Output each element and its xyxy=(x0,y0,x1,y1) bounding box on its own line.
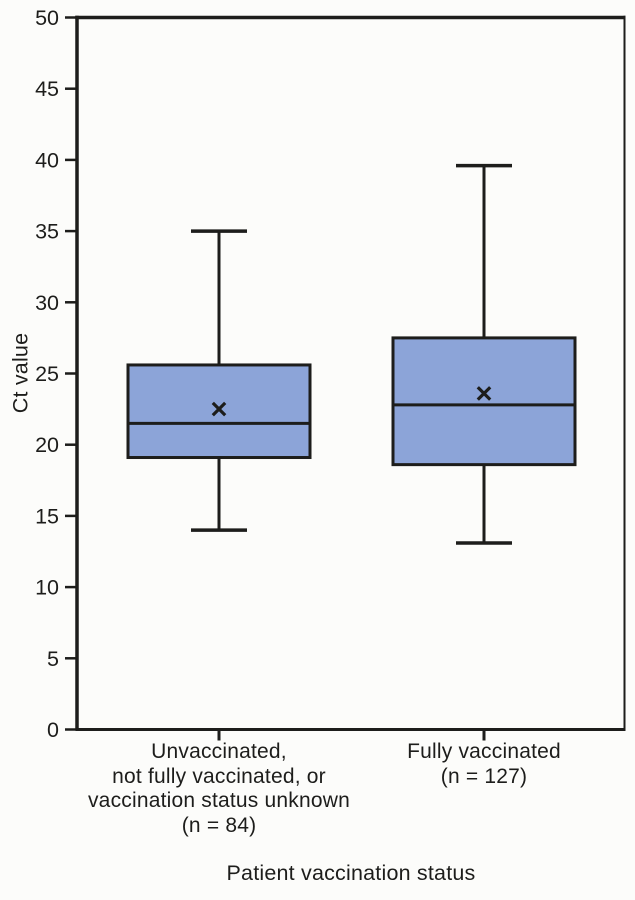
x-category-label: Fully vaccinated (n = 127) xyxy=(407,740,561,789)
y-tick-label: 20 xyxy=(35,433,59,457)
y-tick-label: 30 xyxy=(35,291,59,315)
x-category-label-line: Unvaccinated, xyxy=(151,740,287,763)
x-category-label-line: not fully vaccinated, or xyxy=(112,764,326,788)
y-tick-label: 25 xyxy=(35,362,59,386)
x-category-label-line: (n = 84) xyxy=(181,813,257,837)
box xyxy=(391,336,577,467)
y-tick-label: 45 xyxy=(35,77,59,101)
y-tick-label: 50 xyxy=(35,6,59,30)
y-tick-label: 5 xyxy=(47,647,59,671)
x-category-label-line: (n = 127) xyxy=(440,764,528,788)
mean-marker xyxy=(476,386,492,401)
y-tick-label: 15 xyxy=(35,504,59,528)
x-axis-title: Patient vaccination status xyxy=(226,861,476,885)
x-category-label-line: vaccination status unknown xyxy=(87,789,351,812)
y-tick-label: 10 xyxy=(35,576,59,600)
y-tick-label: 35 xyxy=(35,220,59,244)
mean-marker xyxy=(211,401,227,417)
x-category-labels: Unvaccinated, not fully vaccinated, or vac… xyxy=(0,740,635,850)
x-category-label: Unvaccinated, not fully vaccinated, or vac… xyxy=(88,740,350,838)
y-tick-label: 40 xyxy=(35,148,59,172)
y-tick-label: 0 xyxy=(47,718,59,742)
x-category-label-line: Fully vaccinated xyxy=(407,740,561,763)
